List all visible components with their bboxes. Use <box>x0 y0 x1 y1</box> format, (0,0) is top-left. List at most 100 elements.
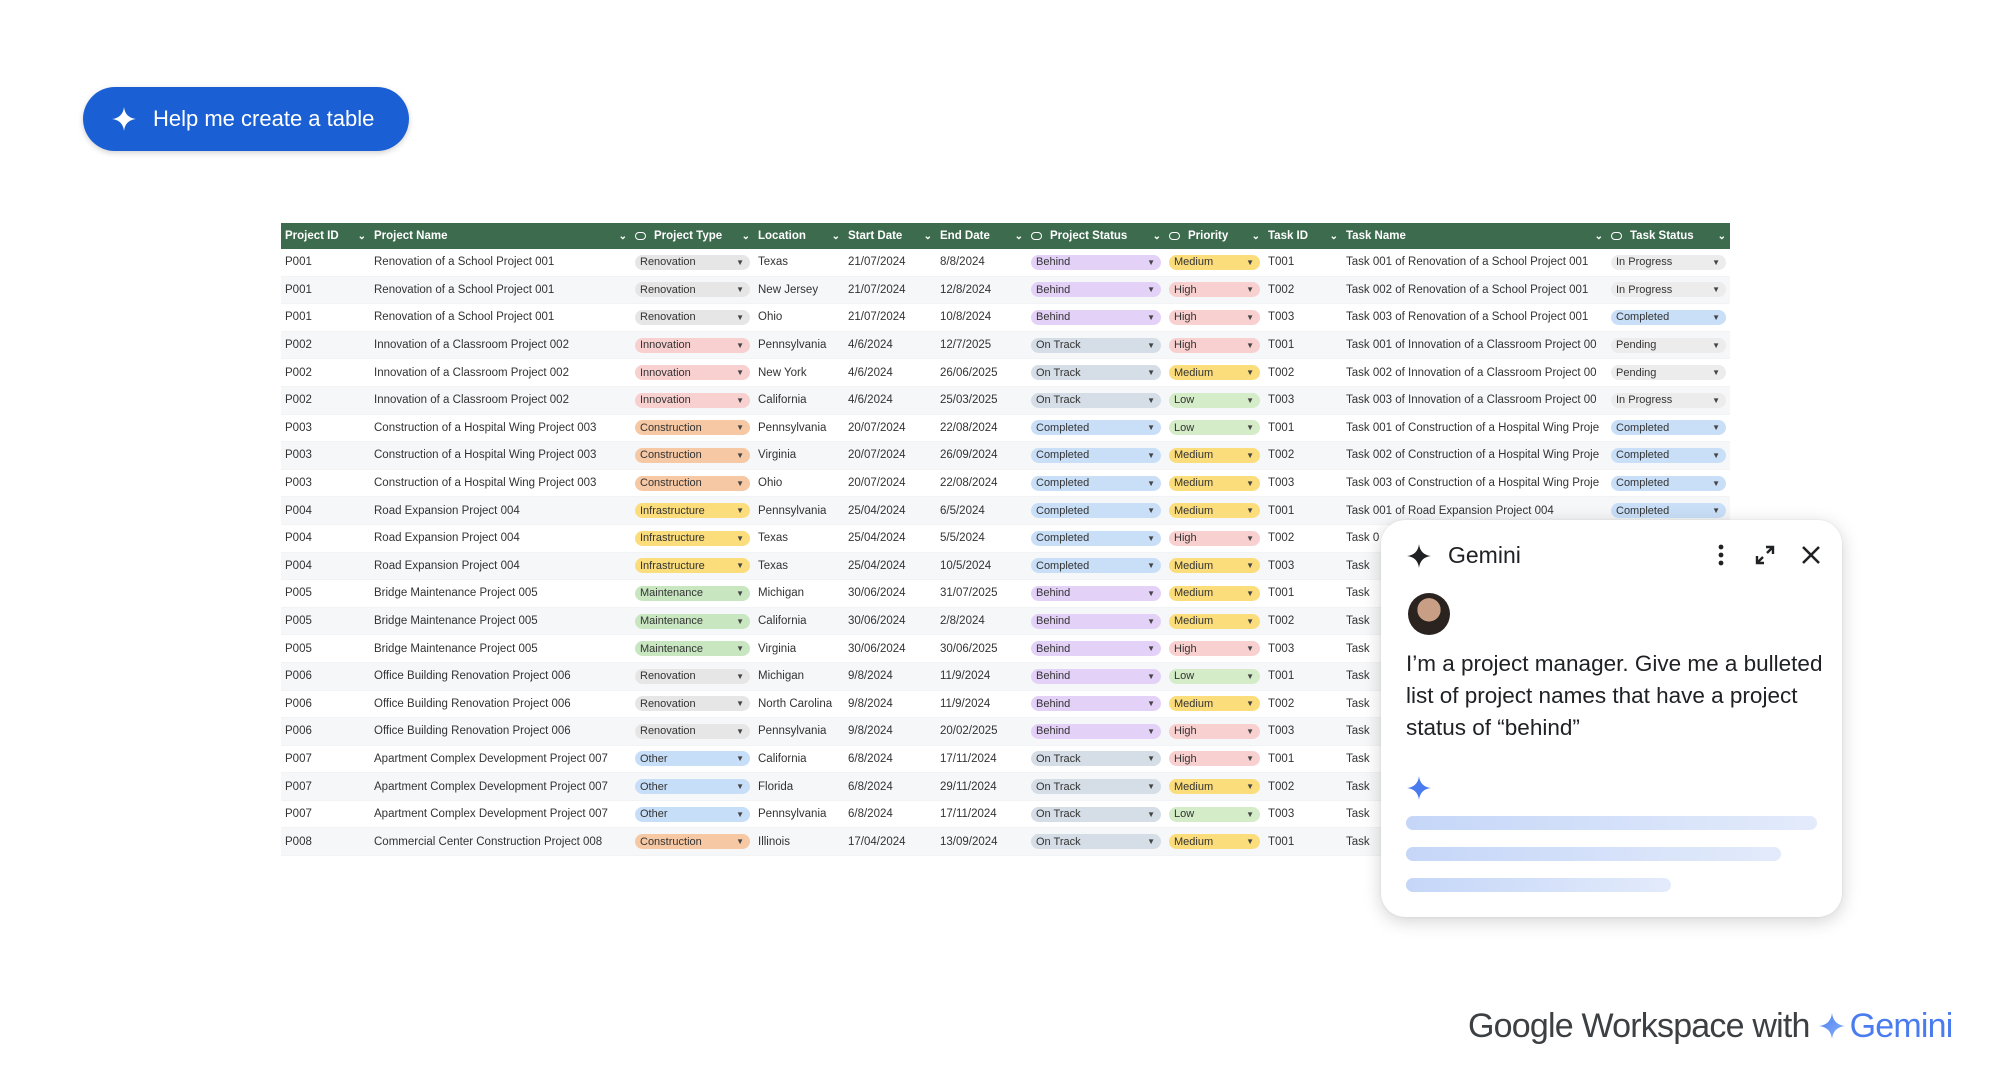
table-cell[interactable]: Construction▼ <box>631 441 754 470</box>
table-cell[interactable]: T002 <box>1264 690 1342 719</box>
table-cell[interactable]: Medium ▼ <box>1165 441 1264 470</box>
table-cell[interactable]: Florida <box>754 772 844 801</box>
table-cell[interactable]: Low ▼ <box>1165 414 1264 443</box>
dropdown-chip[interactable]: Medium ▼ <box>1169 503 1260 519</box>
table-cell[interactable]: Other ▼ <box>631 745 754 774</box>
dropdown-chip[interactable]: Completed ▼ <box>1031 530 1161 546</box>
dropdown-chip[interactable]: Medium ▼ <box>1169 779 1260 795</box>
dropdown-chip[interactable]: Other ▼ <box>635 751 750 767</box>
dropdown-chip[interactable]: Other ▼ <box>635 806 750 822</box>
column-header[interactable]: Task Status ⌄ <box>1607 223 1730 249</box>
table-cell[interactable]: Construction of a Hospital Wing Project … <box>370 441 631 470</box>
table-cell[interactable]: Pennsylvania <box>754 496 844 525</box>
dropdown-chip[interactable]: High ▼ <box>1169 751 1260 767</box>
dropdown-chip[interactable]: Renovation ▼ <box>635 282 750 298</box>
table-cell[interactable]: Apartment Complex Development Project 00… <box>370 800 631 829</box>
table-cell[interactable]: Completed ▼ <box>1027 441 1165 470</box>
table-cell[interactable]: Apartment Complex Development Project 00… <box>370 745 631 774</box>
dropdown-chip[interactable]: Innovation ▼ <box>635 392 750 408</box>
table-cell[interactable]: Low ▼ <box>1165 800 1264 829</box>
table-cell[interactable]: Completed ▼ <box>1027 496 1165 525</box>
table-cell[interactable]: Virginia <box>754 634 844 663</box>
table-cell[interactable]: 25/04/2024 <box>844 524 936 553</box>
dropdown-chip[interactable]: Medium ▼ <box>1169 696 1260 712</box>
table-cell[interactable]: Completed ▼ <box>1607 414 1730 443</box>
table-cell[interactable]: Medium ▼ <box>1165 249 1264 277</box>
table-cell[interactable]: Medium ▼ <box>1165 607 1264 636</box>
table-cell[interactable]: T001 <box>1264 249 1342 277</box>
table-cell[interactable]: 30/06/2024 <box>844 579 936 608</box>
table-cell[interactable]: P003 <box>281 414 370 443</box>
dropdown-chip[interactable]: High ▼ <box>1169 530 1260 546</box>
table-cell[interactable]: 11/9/2024 <box>936 662 1027 691</box>
dropdown-chip[interactable]: Renovation ▼ <box>635 723 750 739</box>
filter-chevron-icon[interactable]: ⌄ <box>1717 230 1726 242</box>
dropdown-chip[interactable]: Low ▼ <box>1169 392 1260 408</box>
table-cell[interactable]: Low ▼ <box>1165 662 1264 691</box>
dropdown-chip[interactable]: Medium ▼ <box>1169 475 1260 491</box>
table-cell[interactable]: Innovation of a Classroom Project 002 <box>370 358 631 387</box>
dropdown-chip[interactable]: Renovation ▼ <box>635 696 750 712</box>
column-header[interactable]: End Date ⌄ <box>936 223 1027 249</box>
table-cell[interactable]: Office Building Renovation Project 006 <box>370 717 631 746</box>
table-cell[interactable]: Completed ▼ <box>1027 552 1165 581</box>
table-cell[interactable]: 25/04/2024 <box>844 496 936 525</box>
table-cell[interactable]: Texas <box>754 552 844 581</box>
table-cell[interactable]: California <box>754 745 844 774</box>
dropdown-chip[interactable]: Behind ▼ <box>1031 309 1161 325</box>
table-cell[interactable]: Construction▼ <box>631 827 754 857</box>
dropdown-chip[interactable]: In Progress ▼ <box>1611 282 1726 298</box>
table-cell[interactable]: 12/8/2024 <box>936 276 1027 305</box>
table-cell[interactable]: Bridge Maintenance Project 005 <box>370 579 631 608</box>
table-cell[interactable]: Pennsylvania <box>754 414 844 443</box>
table-cell[interactable]: P008 <box>281 827 370 857</box>
table-cell[interactable]: Bridge Maintenance Project 005 <box>370 607 631 636</box>
table-cell[interactable]: Commercial Center Construction Project 0… <box>370 855 631 861</box>
table-cell[interactable]: Task 003 of Innovation of a Classroom Pr… <box>1342 386 1607 415</box>
dropdown-chip[interactable]: Low ▼ <box>1169 420 1260 436</box>
dropdown-chip[interactable]: Pending ▼ <box>1611 365 1726 381</box>
table-cell[interactable]: P007 <box>281 745 370 774</box>
table-cell[interactable]: 5/11/2024 <box>936 855 1027 861</box>
dropdown-chip[interactable]: Infrastructure ▼ <box>635 530 750 546</box>
table-cell[interactable]: T001 <box>1264 745 1342 774</box>
table-cell[interactable]: P002 <box>281 331 370 360</box>
table-cell[interactable]: On Track ▼ <box>1027 331 1165 360</box>
table-cell[interactable]: 25/03/2025 <box>936 386 1027 415</box>
table-cell[interactable]: Virginia <box>754 441 844 470</box>
table-cell[interactable]: Completed ▼ <box>1027 469 1165 498</box>
dropdown-chip[interactable]: Infrastructure ▼ <box>635 558 750 574</box>
table-cell[interactable]: High ▼ <box>1165 524 1264 553</box>
dropdown-chip[interactable]: Behind ▼ <box>1031 613 1161 629</box>
table-cell[interactable]: Washington <box>754 855 844 861</box>
table-cell[interactable]: Medium ▼ <box>1165 469 1264 498</box>
table-cell[interactable]: In Progress ▼ <box>1607 386 1730 415</box>
table-cell[interactable]: 20/07/2024 <box>844 441 936 470</box>
table-cell[interactable]: P003 <box>281 441 370 470</box>
table-cell[interactable]: Office Building Renovation Project 006 <box>370 690 631 719</box>
table-cell[interactable]: Medium ▼ <box>1165 579 1264 608</box>
table-cell[interactable]: Medium ▼ <box>1165 496 1264 525</box>
table-cell[interactable]: Innovation ▼ <box>631 386 754 415</box>
table-cell[interactable]: T001 <box>1264 496 1342 525</box>
dropdown-chip[interactable]: Completed ▼ <box>1611 420 1726 436</box>
table-cell[interactable]: Task 001 of Innovation of a Classroom Pr… <box>1342 331 1607 360</box>
table-cell[interactable]: Ohio <box>754 303 844 332</box>
table-cell[interactable]: P005 <box>281 607 370 636</box>
dropdown-chip[interactable]: High ▼ <box>1169 309 1260 325</box>
expand-icon[interactable] <box>1750 540 1780 570</box>
table-cell[interactable]: In Progress ▼ <box>1607 249 1730 277</box>
table-cell[interactable]: Construction▼ <box>631 855 754 861</box>
table-cell[interactable]: T001 <box>1264 827 1342 857</box>
table-cell[interactable]: New Jersey <box>754 276 844 305</box>
table-cell[interactable]: 9/8/2024 <box>844 690 936 719</box>
table-cell[interactable]: 6/8/2024 <box>844 772 936 801</box>
table-cell[interactable]: Innovation of a Classroom Project 002 <box>370 331 631 360</box>
table-cell[interactable]: 21/07/2024 <box>844 249 936 277</box>
dropdown-chip[interactable]: Completed ▼ <box>1031 503 1161 519</box>
dropdown-chip[interactable]: Renovation ▼ <box>635 309 750 325</box>
table-cell[interactable]: T001 <box>1264 579 1342 608</box>
table-cell[interactable]: Infrastructure ▼ <box>631 524 754 553</box>
table-cell[interactable]: Renovation ▼ <box>631 303 754 332</box>
column-header[interactable]: Start Date ⌄ <box>844 223 936 249</box>
